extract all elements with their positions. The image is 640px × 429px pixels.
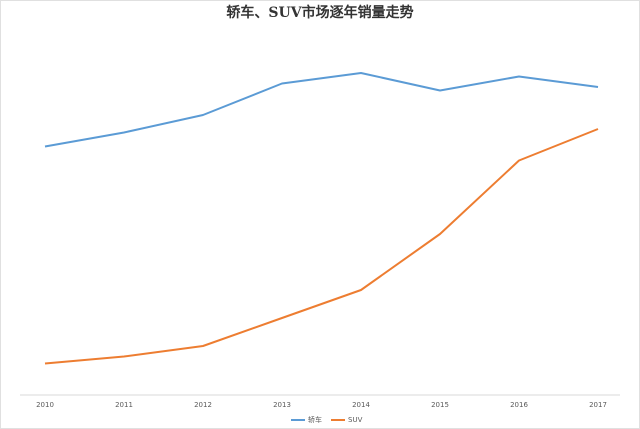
x-tick-label: 2013 xyxy=(273,401,291,409)
series-line xyxy=(44,128,599,365)
x-tick-label: 2016 xyxy=(510,401,528,409)
x-tick-label: 2012 xyxy=(194,401,212,409)
x-tick-label: 2017 xyxy=(589,401,607,409)
series-line xyxy=(44,72,599,148)
legend-label: 轿车 xyxy=(308,415,322,424)
x-tick-label: 2011 xyxy=(115,401,133,409)
x-tick-label: 2014 xyxy=(352,401,370,409)
legend-label: SUV xyxy=(348,416,363,424)
x-tick-label: 2010 xyxy=(36,401,54,409)
x-tick-label: 2015 xyxy=(431,401,449,409)
chart-title: 轿车、SUV市场逐年销量走势 xyxy=(226,4,413,21)
